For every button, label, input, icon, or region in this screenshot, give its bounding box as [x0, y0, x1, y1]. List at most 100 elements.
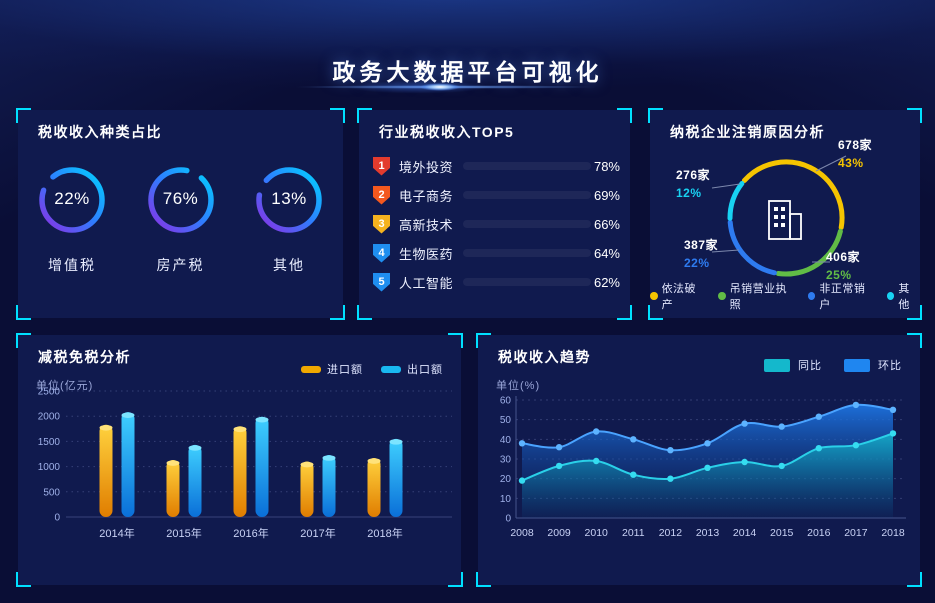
industry-label: 生物医药: [399, 246, 454, 262]
ring-chart: [39, 167, 105, 233]
point-同比-2012[interactable]: [667, 475, 674, 482]
y-tick-label: 0: [54, 513, 60, 524]
callout-count: 387家: [684, 238, 719, 252]
legend-swatch-icon: [764, 358, 790, 372]
point-同比-2010[interactable]: [593, 457, 600, 465]
point-环比-2010[interactable]: [593, 428, 600, 435]
donut-segment-吊销营业执照[interactable]: [775, 228, 843, 277]
bar-top-cap: [300, 461, 314, 468]
point-同比-2015[interactable]: [778, 462, 785, 470]
corner-bracket: [648, 305, 663, 320]
point-环比-2017[interactable]: [852, 401, 860, 409]
legend-item[interactable]: 依法破产: [650, 280, 705, 312]
bar-top-cap: [367, 458, 381, 464]
donut-callout: 387家 22%: [684, 236, 718, 272]
corner-bracket: [448, 572, 463, 587]
y-tick-label: 10: [500, 494, 512, 505]
panel-tax-trend: 税收收入趋势 同比 环比 单位(%) 0 10 20 30 40 50 60 2008 2009…: [476, 333, 922, 587]
bar-出口额-2018年[interactable]: [389, 438, 403, 517]
corner-bracket: [448, 333, 463, 348]
bar-出口额-2015年[interactable]: [188, 444, 202, 517]
y-tick-label: 1500: [38, 437, 61, 448]
legend-item[interactable]: 出口额: [381, 361, 443, 377]
x-tick-label: 2010: [585, 527, 609, 539]
legend-item[interactable]: 进口额: [301, 361, 363, 377]
corner-bracket: [476, 333, 491, 348]
bar-chart-legend: 进口额 出口额: [301, 361, 443, 377]
legend-swatch-icon: [844, 358, 870, 372]
bar-进口额-2017年[interactable]: [300, 461, 314, 517]
point-同比-2014[interactable]: [741, 458, 748, 466]
industry-label: 电子商务: [399, 188, 454, 204]
point-环比-2011[interactable]: [630, 436, 637, 443]
point-环比-2013[interactable]: [704, 440, 711, 447]
bar-出口额-2016年[interactable]: [255, 416, 269, 517]
legend-label: 环比: [878, 360, 902, 372]
y-tick-label: 2000: [38, 412, 61, 423]
industry-pct: 78%: [593, 158, 620, 174]
legend-label: 进口额: [327, 364, 363, 376]
legend-item[interactable]: 同比: [764, 357, 822, 373]
legend-label: 其他: [898, 283, 910, 311]
point-同比-2008[interactable]: [518, 477, 526, 484]
donut-segment-其他[interactable]: [727, 181, 745, 221]
bar-track: [463, 220, 591, 228]
top5-list: 1 境外投资 78% 2 电子商务 69% 3 高新技术 66% 4 生物医药: [373, 156, 620, 301]
y-tick-label: 60: [500, 396, 512, 407]
legend-dot-icon: [718, 292, 726, 300]
bar-出口额-2017年[interactable]: [322, 455, 336, 517]
industry-label: 高新技术: [399, 217, 454, 233]
y-tick-label: 2500: [38, 387, 61, 398]
corner-bracket: [357, 305, 372, 320]
callout-pct: 43%: [838, 156, 864, 170]
donut-callout: 678家 43%: [838, 136, 872, 172]
legend-label: 吊销营业执照: [729, 283, 788, 311]
bar-出口额-2014年[interactable]: [121, 412, 135, 517]
donut-segment-非正常销户[interactable]: [727, 219, 777, 276]
top5-row: 1 境外投资 78%: [373, 156, 620, 176]
point-同比-2011[interactable]: [630, 471, 637, 478]
ring-arc: [147, 167, 214, 233]
gauge-ring-other: 13% 其他: [251, 162, 327, 275]
point-环比-2012[interactable]: [667, 447, 674, 454]
bar-top-cap: [121, 412, 135, 418]
point-同比-2017[interactable]: [852, 442, 860, 449]
gauge-ring-group: 22% 增值税 76% 房产税 13% 其他: [24, 162, 337, 275]
legend-item[interactable]: 其他: [886, 280, 920, 312]
bar-top-cap: [233, 426, 247, 433]
point-环比-2015[interactable]: [778, 423, 785, 430]
callout-count: 276家: [676, 168, 711, 182]
donut-callout: 406家 25%: [826, 248, 860, 284]
bar-进口额-2014年[interactable]: [99, 424, 113, 517]
bar-进口额-2016年[interactable]: [233, 426, 247, 517]
donut-legend: 依法破产 吊销营业执照 非正常销户 其他: [650, 280, 920, 312]
point-环比-2016[interactable]: [815, 413, 822, 420]
gauge-ring-vat: 22% 增值税: [34, 162, 110, 275]
point-环比-2009[interactable]: [555, 444, 563, 451]
point-环比-2018[interactable]: [889, 406, 897, 413]
point-同比-2009[interactable]: [555, 462, 563, 470]
bar-top-cap: [322, 455, 336, 461]
panel-title: 纳税企业注销原因分析: [670, 124, 825, 140]
legend-item[interactable]: 环比: [844, 357, 902, 373]
x-tick-label: 2008: [510, 527, 534, 539]
legend-item[interactable]: 非正常销户: [807, 280, 874, 312]
x-tick-label: 2015: [770, 527, 794, 539]
corner-bracket: [907, 108, 922, 123]
corner-bracket: [648, 108, 663, 123]
bar-top-cap: [99, 424, 113, 431]
x-tick-label: 2013: [696, 527, 720, 539]
point-环比-2008[interactable]: [518, 440, 526, 447]
legend-item[interactable]: 吊销营业执照: [718, 280, 795, 312]
bar-进口额-2015年[interactable]: [166, 460, 180, 517]
donut-segment-依法破产[interactable]: [741, 159, 845, 230]
corner-bracket: [617, 108, 632, 123]
y-tick-label: 20: [500, 474, 512, 485]
point-同比-2018[interactable]: [889, 430, 897, 437]
rank-badge-icon: 1: [373, 156, 390, 176]
point-同比-2016[interactable]: [815, 445, 822, 452]
point-环比-2014[interactable]: [741, 420, 748, 427]
y-tick-label: 50: [500, 415, 512, 426]
point-同比-2013[interactable]: [704, 464, 711, 471]
bar-进口额-2018年[interactable]: [367, 458, 381, 517]
